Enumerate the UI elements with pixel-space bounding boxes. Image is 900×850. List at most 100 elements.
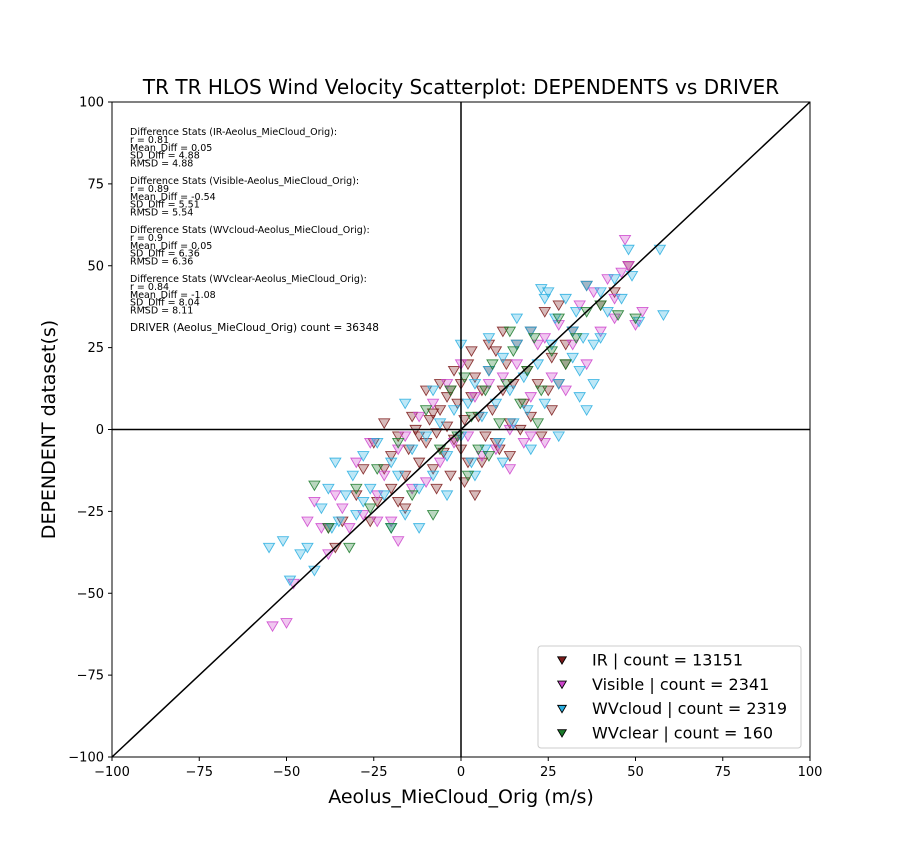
data-point xyxy=(356,451,370,462)
data-point xyxy=(363,483,377,495)
data-point xyxy=(412,483,426,495)
data-point xyxy=(370,496,384,508)
data-point xyxy=(538,333,552,344)
data-point xyxy=(391,470,405,482)
data-point xyxy=(377,418,391,430)
data-point xyxy=(566,352,579,364)
data-point xyxy=(552,313,566,325)
data-point xyxy=(447,365,461,377)
data-point xyxy=(444,470,457,482)
data-point xyxy=(538,398,552,410)
data-point xyxy=(489,346,503,358)
data-point xyxy=(594,287,607,299)
stats-heading: Difference Stats (WVclear-Aeolus_MieClou… xyxy=(130,274,367,285)
data-point xyxy=(468,379,482,390)
data-point xyxy=(569,333,583,344)
data-point xyxy=(622,244,635,256)
data-point xyxy=(433,418,447,430)
data-point xyxy=(440,490,454,502)
stats-heading: Difference Stats (WVcloud-Aeolus_MieClou… xyxy=(130,225,370,236)
data-point xyxy=(472,444,485,456)
data-point xyxy=(465,346,478,358)
x-tick-label: 100 xyxy=(798,765,823,780)
chart-title: TR TR HLOS Wind Velocity Scatterplot: DE… xyxy=(142,75,779,99)
y-tick-label: 50 xyxy=(87,259,104,274)
data-point xyxy=(625,271,639,282)
data-point xyxy=(611,310,625,321)
data-point xyxy=(343,542,356,554)
axis-ticks: −100 −75 −50 −25 0 25 50 75 100 −100 −75 −50 −25 0 25 5… xyxy=(68,96,822,781)
stats-rmsd: RMSD = 4.88 xyxy=(130,159,193,170)
data-point xyxy=(503,326,517,338)
x-tick-label: 50 xyxy=(627,765,644,780)
data-point xyxy=(503,464,517,475)
stats-annotations: Difference Stats (IR-Aeolus_MieCloud_Ori… xyxy=(130,127,379,334)
data-point xyxy=(329,490,342,502)
data-point xyxy=(496,352,510,364)
data-point xyxy=(534,385,548,397)
data-point xyxy=(580,359,593,371)
legend-marker-ir xyxy=(556,656,568,665)
data-point xyxy=(552,431,566,443)
data-point xyxy=(308,480,321,492)
data-point xyxy=(294,549,307,561)
data-point xyxy=(559,385,572,397)
data-point xyxy=(440,379,454,390)
data-point xyxy=(377,470,391,482)
stats-rmsd: RMSD = 8.11 xyxy=(130,306,193,317)
data-point xyxy=(461,398,475,410)
stats-sd-diff: SD_Diff = 5.51 xyxy=(130,200,200,211)
data-point xyxy=(573,300,586,312)
data-point xyxy=(419,405,433,416)
data-point xyxy=(384,483,398,495)
y-tick-label: −100 xyxy=(68,751,104,766)
data-point xyxy=(363,503,377,515)
x-tick-label: 0 xyxy=(457,765,465,780)
data-point xyxy=(503,451,517,462)
data-points xyxy=(262,234,670,633)
data-point xyxy=(493,418,506,430)
x-tick-label: −100 xyxy=(94,765,130,780)
legend-marker-visible xyxy=(556,680,568,690)
data-point xyxy=(545,352,559,364)
data-point xyxy=(601,307,614,318)
legend-marker-wvcloud xyxy=(556,704,568,714)
data-point xyxy=(538,307,552,318)
data-point xyxy=(531,418,545,430)
data-point xyxy=(482,379,496,390)
data-point xyxy=(440,451,454,462)
data-point xyxy=(426,510,440,521)
data-point xyxy=(346,470,360,482)
data-point xyxy=(580,405,593,416)
legend: IR | count = 13151 Visible | count = 2341… xyxy=(537,645,802,749)
stats-r: r = 0.89 xyxy=(130,184,169,195)
data-point xyxy=(405,444,419,456)
y-tick-label: −50 xyxy=(77,587,104,602)
legend-label-wvclear: WVclear | count = 160 xyxy=(592,723,773,742)
data-point xyxy=(266,621,279,633)
data-point xyxy=(384,523,398,534)
data-point xyxy=(629,313,642,325)
data-point xyxy=(377,490,391,502)
data-point xyxy=(510,313,524,325)
data-point xyxy=(496,372,510,384)
data-point xyxy=(444,385,457,397)
data-point xyxy=(398,510,412,521)
data-point xyxy=(419,438,433,449)
data-point xyxy=(391,536,405,547)
data-point xyxy=(545,346,559,358)
data-point xyxy=(653,244,667,256)
data-point xyxy=(482,333,496,344)
data-point xyxy=(510,339,524,351)
data-point xyxy=(276,536,290,547)
data-point xyxy=(587,379,600,390)
data-point xyxy=(528,333,541,344)
data-point xyxy=(538,438,552,449)
data-point xyxy=(496,457,510,469)
data-point xyxy=(301,542,314,554)
data-point xyxy=(461,470,475,482)
data-point xyxy=(398,398,412,410)
data-point xyxy=(468,372,482,384)
x-tick-label: 75 xyxy=(714,765,731,780)
data-point xyxy=(468,392,482,403)
